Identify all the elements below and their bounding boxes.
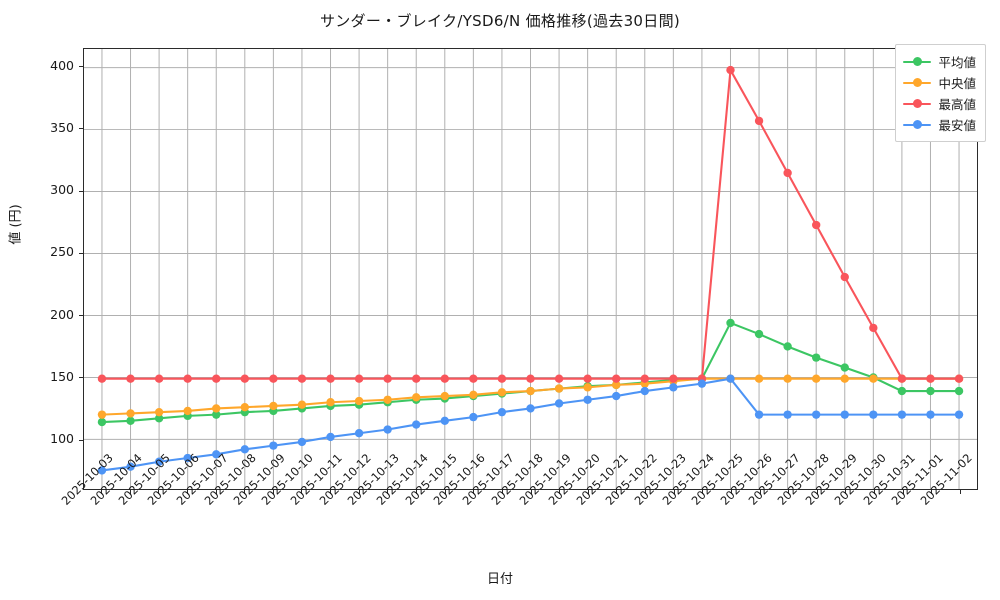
x-tick-mark — [616, 490, 618, 494]
legend-item-3[interactable]: 最安値 — [903, 114, 976, 135]
x-tick-mark — [845, 490, 847, 494]
y-tick-mark — [79, 439, 83, 441]
x-axis-ticks: 2025-10-03 2025-10-04 2025-10-05 2025-10-06… — [59, 451, 978, 570]
x-tick-mark — [444, 490, 446, 494]
legend-swatch-icon — [903, 98, 932, 110]
x-axis-label: 日付 — [486, 572, 513, 587]
x-tick-mark — [874, 490, 876, 494]
x-tick-mark — [788, 490, 790, 494]
x-tick-mark — [415, 490, 417, 494]
legend-label: 平均値 — [938, 55, 976, 70]
x-tick-mark — [816, 490, 818, 494]
y-tick-mark — [79, 190, 83, 192]
x-tick-mark — [473, 490, 475, 494]
x-tick-mark — [387, 490, 389, 494]
y-tick-label: 100 — [50, 431, 74, 447]
y-tick-label: 350 — [50, 119, 74, 135]
x-tick-mark — [358, 490, 360, 494]
x-tick-mark — [101, 490, 102, 494]
legend-item-0[interactable]: 平均値 — [903, 51, 976, 72]
y-axis-ticks: 100 150 200 250 300 350 400 — [0, 48, 83, 490]
x-tick-mark — [158, 490, 160, 494]
y-tick-mark — [79, 128, 83, 130]
x-tick-mark — [501, 490, 503, 494]
chart-legend: 平均値中央値最高値最安値 — [895, 44, 986, 142]
x-tick-mark — [215, 490, 217, 494]
legend-swatch-icon — [903, 56, 932, 68]
y-tick-mark — [79, 252, 83, 254]
x-tick-mark — [702, 490, 704, 494]
legend-swatch-icon — [903, 119, 932, 131]
x-tick-mark — [759, 490, 761, 494]
y-tick-label: 150 — [50, 368, 74, 384]
legend-label: 最安値 — [938, 118, 976, 133]
x-tick-mark — [730, 490, 732, 494]
x-tick-mark — [673, 490, 675, 494]
x-tick-mark — [129, 490, 131, 494]
y-tick-label: 300 — [50, 182, 74, 198]
y-tick-mark — [79, 377, 83, 379]
y-tick-label: 200 — [50, 306, 74, 322]
series-2 — [97, 65, 964, 383]
x-tick-mark — [301, 490, 303, 494]
x-tick-mark — [186, 490, 188, 494]
y-tick-label: 250 — [50, 244, 74, 260]
legend-item-1[interactable]: 中央値 — [903, 72, 976, 93]
series-3 — [97, 374, 964, 475]
legend-label: 中央値 — [938, 76, 976, 91]
legend-item-2[interactable]: 最高値 — [903, 93, 976, 114]
data-series-layer — [97, 65, 964, 475]
x-tick-mark — [960, 490, 961, 494]
y-tick-label: 400 — [50, 57, 74, 73]
x-tick-mark — [244, 490, 246, 494]
x-tick-mark — [530, 490, 532, 494]
legend-swatch-icon — [903, 77, 932, 89]
x-tick-mark — [645, 490, 647, 494]
legend-label: 最高値 — [938, 97, 976, 112]
chart-title: サンダー・ブレイク/YSD6/N 価格推移(過去30日間) — [319, 12, 681, 30]
x-tick-mark — [559, 490, 561, 494]
x-tick-mark — [330, 490, 332, 494]
y-tick-mark — [79, 66, 83, 68]
x-tick-mark — [902, 490, 904, 494]
x-tick-mark — [931, 490, 933, 494]
y-tick-mark — [79, 315, 83, 317]
x-tick-mark — [272, 490, 274, 494]
plot-area — [83, 48, 978, 490]
x-tick-mark — [587, 490, 589, 494]
